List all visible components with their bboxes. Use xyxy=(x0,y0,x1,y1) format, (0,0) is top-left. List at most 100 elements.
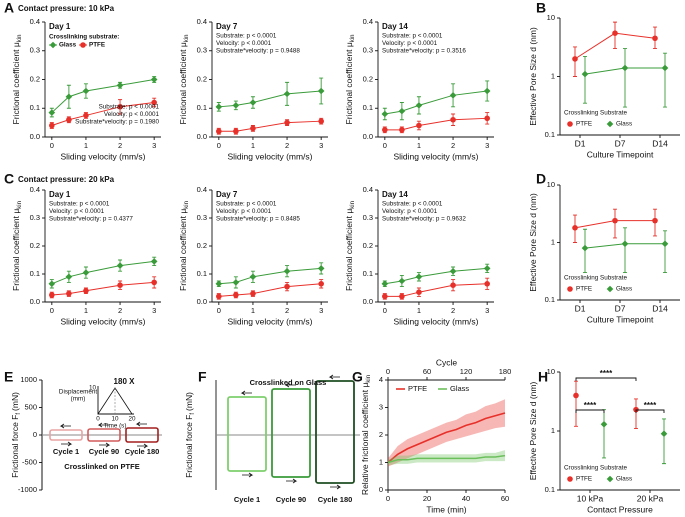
y-axis-label: Effective Pore Size d (nm) xyxy=(528,27,538,126)
marker xyxy=(484,115,490,122)
y-axis-label-subscript: kin xyxy=(350,201,356,209)
y-tick-label: 0.2 xyxy=(30,74,40,83)
direction-arrow xyxy=(99,442,111,448)
marker xyxy=(82,87,90,95)
marker xyxy=(49,122,55,129)
marker xyxy=(48,280,56,288)
y-axis-label-text: Frictional coefficient μ xyxy=(178,209,188,291)
y-tick-label: 0.2 xyxy=(363,74,373,83)
marker xyxy=(318,281,324,287)
y-tick-label: 0.3 xyxy=(197,213,207,222)
x-tick-label: 20 kPa xyxy=(637,493,664,503)
marker xyxy=(652,217,658,224)
marker xyxy=(82,269,90,276)
significance-bracket xyxy=(635,409,665,413)
panel-label: H xyxy=(538,369,548,385)
x-tick-label: 3 xyxy=(319,141,323,150)
y-axis-label-text: Frictional coefficient μ xyxy=(178,42,188,124)
marker xyxy=(65,273,73,281)
annotation: Substrate: p < 0.0001 xyxy=(99,104,160,111)
y-tick-label: 0.1 xyxy=(363,103,373,112)
marker xyxy=(381,110,389,118)
error-bar xyxy=(613,208,617,239)
marker xyxy=(317,265,325,272)
x-tick-label: 3 xyxy=(485,141,489,150)
marker xyxy=(399,127,405,133)
y-tick-label: 0.0 xyxy=(363,297,373,306)
marker xyxy=(116,262,124,269)
marker xyxy=(283,267,291,275)
x-axis-label: Sliding velocity (mm/s) xyxy=(227,316,312,326)
y-tick-label: 1000 xyxy=(20,375,37,384)
significance-label: **** xyxy=(600,369,613,378)
y-tick-label: 0.0 xyxy=(363,132,373,141)
cycle-label: Cycle 1 xyxy=(53,447,79,456)
y-axis-label: Frictional coefficient μkin xyxy=(178,201,189,291)
x-tick-label: 3 xyxy=(485,306,489,315)
y-tick-label: 0.2 xyxy=(197,241,207,250)
marker xyxy=(65,93,73,101)
marker xyxy=(66,116,72,123)
x-tick-label: D1 xyxy=(575,138,586,148)
marker xyxy=(398,277,406,285)
legend-marker xyxy=(606,120,614,128)
y-tick-label: 0.1 xyxy=(363,269,373,278)
marker xyxy=(612,30,618,36)
y-axis-label: Frictional coefficient μkin xyxy=(11,201,22,291)
inset-x-label: Time (s) xyxy=(104,423,127,430)
x-tick-label: 20 xyxy=(423,494,431,503)
panel-label: B xyxy=(536,0,546,16)
y-tick-label: 0.3 xyxy=(363,46,373,55)
marker xyxy=(621,240,629,248)
annotation: Substrate*velocity: p = 0.9632 xyxy=(382,216,466,223)
y-axis-label-text: Effective Pore Size d (nm) xyxy=(528,382,538,481)
y-tick-label: 0.4 xyxy=(30,17,40,26)
marker xyxy=(661,240,669,248)
y-tick-label: 0.4 xyxy=(197,17,207,26)
x-tick-label: 1 xyxy=(251,141,255,150)
marker xyxy=(233,128,239,135)
y-tick-label: 3 xyxy=(379,402,383,411)
x-tick-label: 2 xyxy=(118,141,122,150)
y-axis-label-subscript: kin xyxy=(366,375,372,383)
panel-label: C xyxy=(4,171,14,187)
annotation: Substrate*velocity: p = 0.9488 xyxy=(216,48,300,55)
x2-tick-label: 60 xyxy=(423,367,431,376)
y-axis-label-subscript: f xyxy=(190,413,196,415)
y-tick-label: 0.0 xyxy=(30,132,40,141)
error-bar xyxy=(663,230,667,274)
marker xyxy=(216,293,222,300)
inset-x-tick-label: 0 xyxy=(96,416,100,423)
x-tick-label: 0 xyxy=(50,141,54,150)
x-tick-label: 1 xyxy=(417,141,421,150)
cycle-label: Cycle 90 xyxy=(89,447,119,456)
direction-arrow xyxy=(97,422,109,428)
friction-loop xyxy=(49,429,83,441)
marker xyxy=(572,225,578,231)
legend-label: Glass xyxy=(616,286,632,293)
y-tick-label: 0.0 xyxy=(197,297,207,306)
annotation: Substrate*velocity: p = 0.4377 xyxy=(49,216,133,223)
caption: Crosslinked on Glass xyxy=(250,378,327,387)
marker xyxy=(250,125,256,132)
y-tick-label: 1 xyxy=(379,457,383,466)
y-tick-label: 0.3 xyxy=(30,46,40,55)
marker xyxy=(232,102,240,109)
y-axis-label-text: Effective Pore Size d (nm) xyxy=(528,193,538,292)
direction-arrow xyxy=(240,390,252,396)
marker xyxy=(450,282,456,289)
row-heading: Contact pressure: 10 kPa xyxy=(18,4,115,13)
legend-title: Crosslinking substrate: xyxy=(49,34,119,41)
y-axis-label-subscript: kin xyxy=(184,35,190,43)
legend-label: Glass xyxy=(616,121,632,128)
marker xyxy=(483,87,491,95)
legend-title: Crosslinking Substrate xyxy=(564,275,627,282)
marker xyxy=(416,289,422,296)
error-bar xyxy=(662,418,666,465)
y-tick-label: 1 xyxy=(551,426,555,435)
marker xyxy=(83,288,89,294)
y-tick-label: 0.2 xyxy=(363,241,373,250)
marker xyxy=(66,290,72,297)
x-tick-label: D14 xyxy=(652,303,668,313)
